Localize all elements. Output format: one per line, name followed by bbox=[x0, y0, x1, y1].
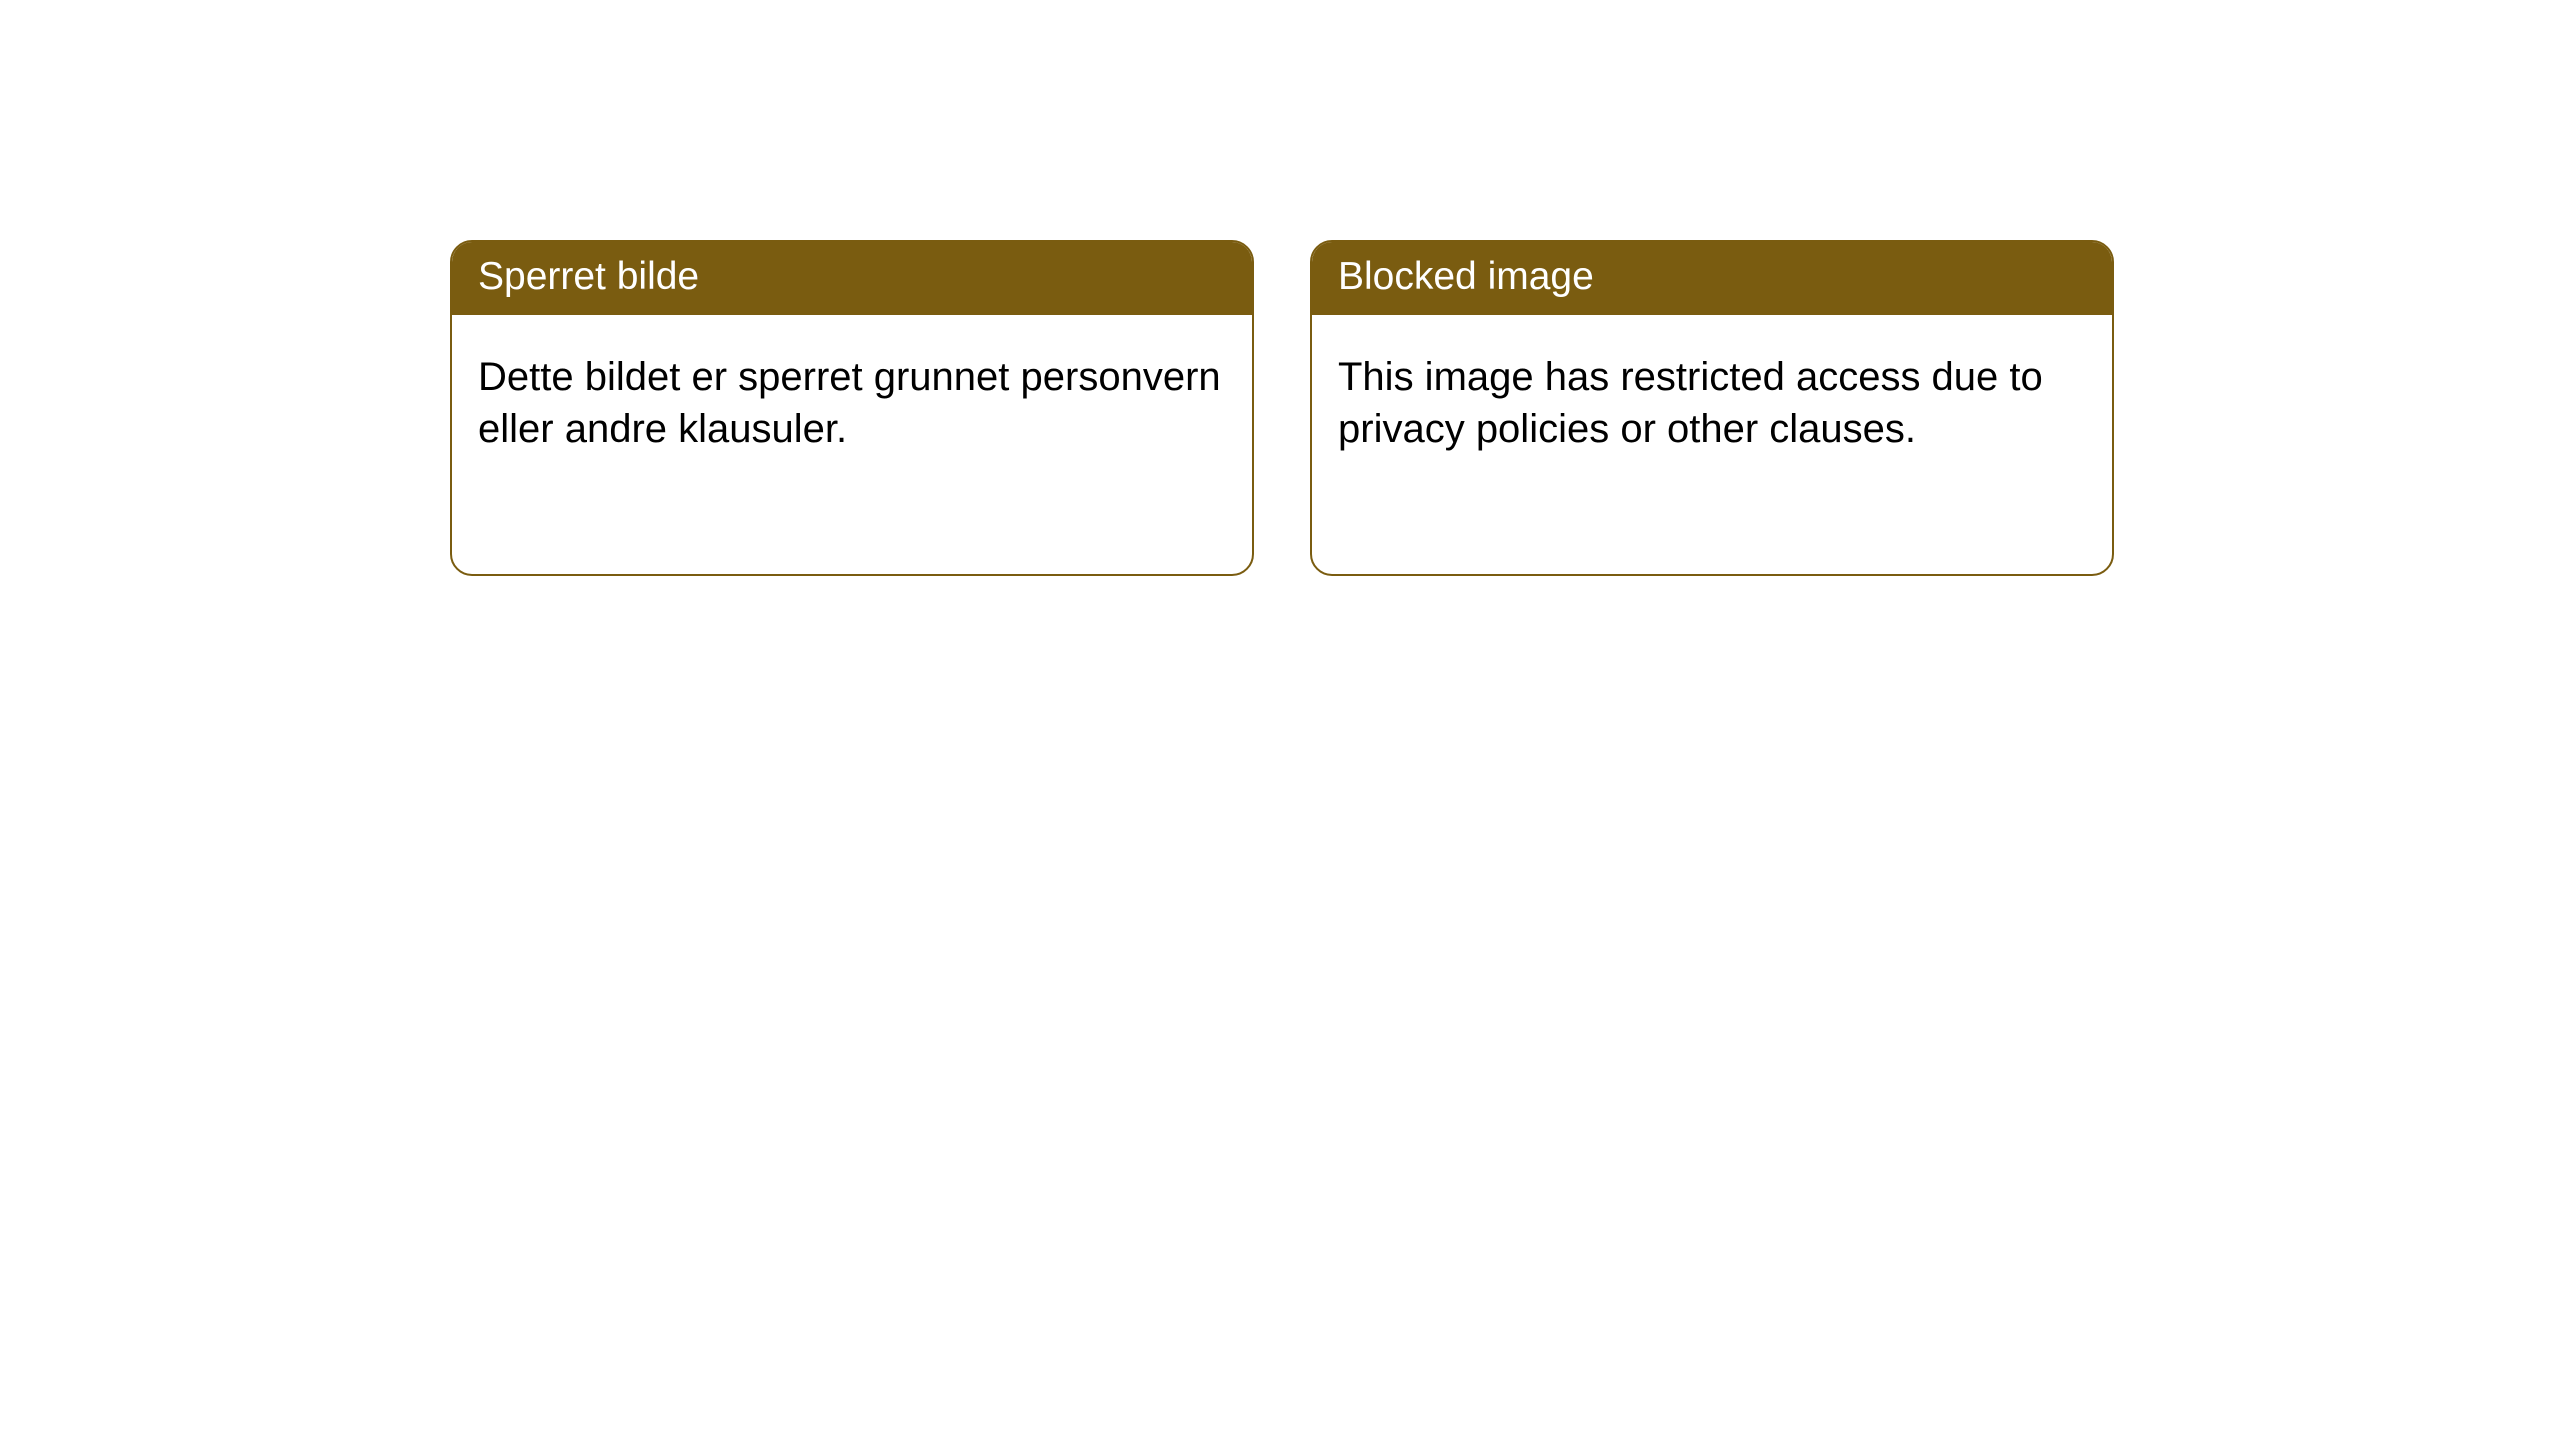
blocked-image-card-en: Blocked image This image has restricted … bbox=[1310, 240, 2114, 576]
card-header: Blocked image bbox=[1312, 242, 2112, 315]
cards-container: Sperret bilde Dette bildet er sperret gr… bbox=[450, 240, 2560, 576]
card-body: This image has restricted access due to … bbox=[1312, 315, 2112, 491]
card-body: Dette bildet er sperret grunnet personve… bbox=[452, 315, 1252, 491]
card-header: Sperret bilde bbox=[452, 242, 1252, 315]
blocked-image-card-no: Sperret bilde Dette bildet er sperret gr… bbox=[450, 240, 1254, 576]
